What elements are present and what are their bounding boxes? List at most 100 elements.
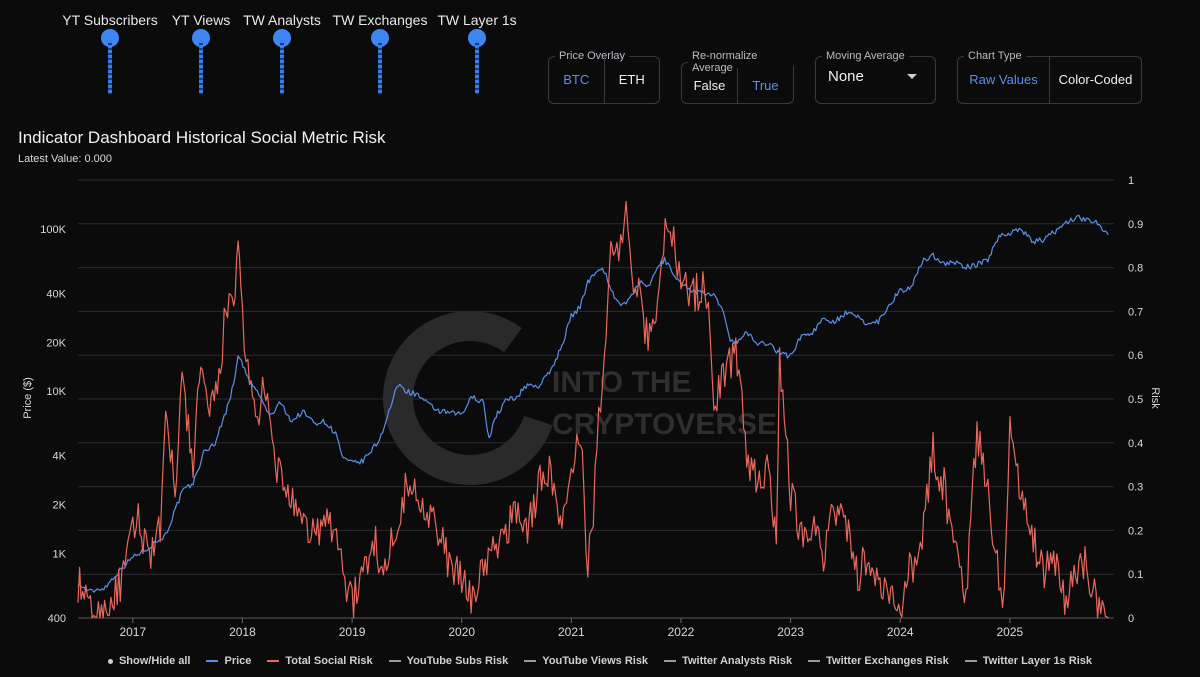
- x-tick-label: 2025: [997, 625, 1024, 639]
- y-left-tick-label: 100K: [40, 224, 66, 236]
- series-line-total-social-risk[interactable]: [77, 200, 1109, 619]
- slider-label: TW Layer 1s: [437, 12, 517, 28]
- y-right-tick-label: 0.2: [1128, 525, 1143, 537]
- renormalize-legend: Re-normalize Average: [692, 50, 758, 74]
- y-left-tick-label: 4K: [53, 451, 67, 463]
- y-left-tick-label: 40K: [46, 288, 66, 300]
- slider-handle[interactable]: [468, 29, 486, 47]
- price-overlay-legend: Price Overlay: [559, 50, 626, 62]
- series-line-price[interactable]: [77, 214, 1109, 593]
- line-swatch-icon: [664, 660, 677, 662]
- slider-label: TW Exchanges: [332, 12, 428, 28]
- legend-item-twitter-exchanges-risk[interactable]: Twitter Exchanges Risk: [808, 652, 949, 670]
- y-right-tick-label: 0.7: [1128, 306, 1143, 318]
- slider-tw-layer-1s[interactable]: TW Layer 1s: [436, 12, 518, 94]
- legend-item-total-social-risk[interactable]: Total Social Risk: [267, 652, 373, 670]
- slider-label: TW Analysts: [243, 12, 321, 28]
- slider-track[interactable]: [199, 40, 203, 94]
- legend-show-hide-all[interactable]: Show/Hide all: [107, 652, 191, 670]
- slider-track[interactable]: [475, 40, 479, 94]
- y-right-tick-label: 0.3: [1128, 482, 1143, 494]
- slider-handle[interactable]: [371, 29, 389, 47]
- line-swatch-icon: [524, 660, 537, 662]
- legend-item-youtube-subs-risk[interactable]: YouTube Subs Risk: [388, 652, 509, 670]
- legend-label: YouTube Views Risk: [542, 655, 649, 667]
- y-left-tick-label: 1K: [53, 548, 67, 560]
- moving-average-select[interactable]: None: [816, 56, 935, 97]
- renormalize-true-button[interactable]: True: [752, 78, 779, 93]
- line-swatch-icon: [964, 660, 977, 662]
- renormalize-control: Re-normalize Average False True: [681, 50, 794, 104]
- x-tick-label: 2021: [558, 625, 585, 639]
- x-tick-label: 2017: [119, 625, 146, 639]
- moving-average-control[interactable]: Moving Average None: [815, 50, 936, 104]
- legend-label: Price: [224, 655, 252, 667]
- line-swatch-icon: [808, 660, 821, 662]
- dot-icon: [107, 658, 113, 664]
- price-overlay-eth-button[interactable]: ETH: [618, 72, 645, 87]
- x-tick-label: 2024: [887, 625, 914, 639]
- watermark-line2: CRYPTOVERSE: [552, 408, 777, 441]
- y-right-tick-label: 0.1: [1128, 569, 1143, 581]
- y-left-tick-label: 20K: [46, 337, 66, 349]
- x-tick-label: 2018: [229, 625, 256, 639]
- moving-average-legend: Moving Average: [826, 50, 905, 62]
- y-left-tick-label: 2K: [53, 500, 67, 512]
- moving-average-value: None: [828, 68, 864, 85]
- watermark: INTO THE CRYPTOVERSE: [383, 311, 777, 485]
- chevron-down-icon: [907, 74, 917, 79]
- y-right-tick-label: 0.6: [1128, 350, 1143, 362]
- y-axis-right-label: Risk: [1149, 387, 1161, 409]
- slider-track[interactable]: [280, 40, 284, 94]
- y-left-tick-label: 10K: [46, 386, 66, 398]
- line-swatch-icon: [267, 660, 280, 662]
- legend-label: Show/Hide all: [118, 655, 191, 667]
- x-tick-label: 2020: [448, 625, 475, 639]
- watermark-line1: INTO THE: [552, 366, 691, 399]
- slider-handle[interactable]: [192, 29, 210, 47]
- legend-item-twitter-layer-1s-risk[interactable]: Twitter Layer 1s Risk: [964, 652, 1093, 670]
- price-overlay-control: Price Overlay BTC ETH: [548, 50, 660, 104]
- slider-track[interactable]: [108, 40, 112, 94]
- chart-title: Indicator Dashboard Historical Social Me…: [18, 128, 386, 147]
- latest-value: Latest Value: 0.000: [18, 153, 112, 165]
- slider-tw-exchanges[interactable]: TW Exchanges: [332, 12, 428, 94]
- y-left-tick-label: 400: [48, 613, 66, 625]
- slider-yt-views[interactable]: YT Views: [166, 12, 236, 94]
- legend-label: Twitter Analysts Risk: [682, 655, 793, 667]
- slider-yt-subscribers[interactable]: YT Subscribers: [58, 12, 162, 94]
- y-right-tick-label: 0.5: [1128, 394, 1143, 406]
- slider-handle[interactable]: [273, 29, 291, 47]
- legend-label: Twitter Layer 1s Risk: [982, 655, 1093, 667]
- chart-type-control: Chart Type Raw Values Color-Coded: [957, 50, 1142, 104]
- y-right-tick-label: 0.4: [1128, 438, 1143, 450]
- chart-area: INTO THE CRYPTOVERSE 0 0.1 0.2 0.3 0.4 0.5 0.6…: [22, 175, 1161, 639]
- x-tick-label: 2022: [668, 625, 695, 639]
- legend-label: Twitter Exchanges Risk: [826, 655, 949, 667]
- slider-label: YT Views: [171, 12, 231, 28]
- line-swatch-icon: [206, 660, 219, 662]
- slider-track[interactable]: [378, 40, 382, 94]
- x-tick-label: 2023: [777, 625, 804, 639]
- y-right-tick-label: 0: [1128, 613, 1134, 625]
- chart-type-color-coded-button[interactable]: Color-Coded: [1058, 72, 1133, 87]
- slider-label: YT Subscribers: [62, 12, 158, 28]
- price-overlay-btc-button[interactable]: BTC: [549, 56, 605, 103]
- y-axis-left-label: Price ($): [22, 377, 34, 419]
- y-right-tick-label: 0.8: [1128, 263, 1143, 275]
- line-swatch-icon: [388, 660, 401, 662]
- x-tick-label: 2019: [339, 625, 366, 639]
- legend-item-price[interactable]: Price: [206, 652, 251, 670]
- legend-item-youtube-views-risk[interactable]: YouTube Views Risk: [524, 652, 648, 670]
- legend-label: Total Social Risk: [285, 655, 373, 667]
- slider-handle[interactable]: [101, 29, 119, 47]
- chart-legend: Show/Hide all Price Total Social Risk Yo…: [0, 652, 1200, 670]
- renormalize-false-button[interactable]: False: [682, 68, 738, 103]
- legend-label: YouTube Subs Risk: [406, 655, 509, 667]
- watermark-logo-icon: [383, 311, 557, 485]
- slider-tw-analysts[interactable]: TW Analysts: [240, 12, 324, 94]
- chart-type-raw-values-button[interactable]: Raw Values: [958, 56, 1050, 103]
- legend-item-twitter-analysts-risk[interactable]: Twitter Analysts Risk: [664, 652, 792, 670]
- chart-type-legend: Chart Type: [968, 50, 1022, 62]
- y-right-tick-label: 0.9: [1128, 219, 1143, 231]
